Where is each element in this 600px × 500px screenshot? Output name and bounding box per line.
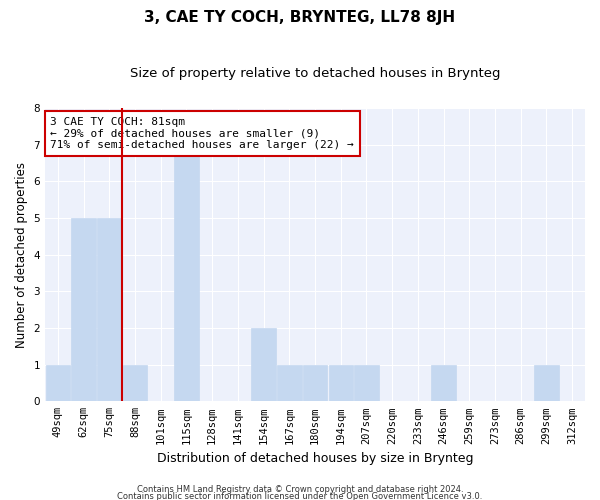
Bar bbox=[71, 218, 96, 402]
Bar bbox=[46, 364, 70, 402]
Title: Size of property relative to detached houses in Brynteg: Size of property relative to detached ho… bbox=[130, 68, 500, 80]
Bar bbox=[431, 364, 456, 402]
Bar bbox=[251, 328, 276, 402]
Bar bbox=[303, 364, 327, 402]
Bar bbox=[534, 364, 559, 402]
Bar bbox=[329, 364, 353, 402]
Text: Contains HM Land Registry data © Crown copyright and database right 2024.: Contains HM Land Registry data © Crown c… bbox=[137, 486, 463, 494]
Bar bbox=[354, 364, 379, 402]
Bar bbox=[97, 218, 122, 402]
Y-axis label: Number of detached properties: Number of detached properties bbox=[15, 162, 28, 348]
Text: Contains public sector information licensed under the Open Government Licence v3: Contains public sector information licen… bbox=[118, 492, 482, 500]
Bar bbox=[277, 364, 302, 402]
Text: 3, CAE TY COCH, BRYNTEG, LL78 8JH: 3, CAE TY COCH, BRYNTEG, LL78 8JH bbox=[145, 10, 455, 25]
Bar bbox=[123, 364, 147, 402]
Bar bbox=[174, 144, 199, 402]
X-axis label: Distribution of detached houses by size in Brynteg: Distribution of detached houses by size … bbox=[157, 452, 473, 465]
Text: 3 CAE TY COCH: 81sqm
← 29% of detached houses are smaller (9)
71% of semi-detach: 3 CAE TY COCH: 81sqm ← 29% of detached h… bbox=[50, 117, 354, 150]
